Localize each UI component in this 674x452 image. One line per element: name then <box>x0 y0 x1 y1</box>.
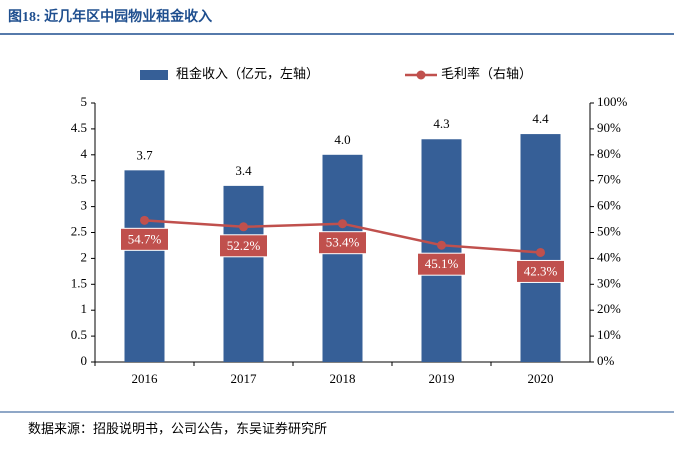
y-tick-label: 0.5 <box>71 327 87 342</box>
y2-tick-label: 30% <box>597 275 621 290</box>
y-tick-label: 1 <box>81 301 88 316</box>
line-marker <box>536 247 545 257</box>
line-value-label: 52.2% <box>227 238 261 253</box>
bar-value-label: 4.4 <box>532 111 549 126</box>
y2-tick-label: 50% <box>597 223 621 238</box>
y-tick-label: 2 <box>81 249 88 264</box>
bar-value-label: 3.7 <box>136 147 153 162</box>
value-label-box <box>516 259 565 283</box>
bar-value-label: 4.0 <box>334 132 350 147</box>
value-label-box <box>318 231 367 255</box>
y2-tick-label: 80% <box>597 146 621 161</box>
y-tick-label: 2.5 <box>71 223 87 238</box>
value-label-box <box>120 227 169 251</box>
line-value-label: 54.7% <box>128 231 162 246</box>
source-note: 数据来源：招股说明书，公司公告，东吴证券研究所 <box>28 421 327 436</box>
y-tick-label: 5 <box>81 94 88 109</box>
y2-tick-label: 10% <box>597 327 621 342</box>
y-tick-label: 4 <box>81 146 88 161</box>
line-marker <box>140 215 149 225</box>
value-label-box <box>417 252 466 276</box>
y2-tick-label: 90% <box>597 120 621 135</box>
y2-tick-label: 40% <box>597 249 621 264</box>
y2-tick-label: 60% <box>597 198 621 213</box>
line-marker <box>239 222 248 232</box>
y2-tick-label: 20% <box>597 301 621 316</box>
y2-tick-label: 70% <box>597 172 621 187</box>
y-tick-label: 3.5 <box>71 172 87 187</box>
bar <box>223 185 264 362</box>
y-tick-label: 1.5 <box>71 275 87 290</box>
line-value-label: 42.3% <box>524 263 558 278</box>
bar-value-label: 3.4 <box>235 163 252 178</box>
legend-marker <box>416 70 426 80</box>
line-marker <box>437 240 446 250</box>
y2-tick-label: 100% <box>597 94 628 109</box>
bar <box>322 154 363 362</box>
chart-title: 图18: 近几年区中园物业租金收入 <box>8 8 212 25</box>
x-tick-label: 2016 <box>132 371 159 386</box>
y-tick-label: 3 <box>81 198 88 213</box>
legend-label: 毛利率（右轴） <box>441 66 532 81</box>
legend-label: 租金收入（亿元，左轴） <box>176 66 319 81</box>
bar-value-label: 4.3 <box>433 116 449 131</box>
x-tick-label: 2017 <box>231 371 258 386</box>
bar <box>421 139 462 362</box>
bar <box>124 170 165 362</box>
y-tick-label: 0 <box>81 353 88 368</box>
y2-tick-label: 0% <box>597 353 615 368</box>
legend-swatch <box>140 70 168 80</box>
line-value-label: 45.1% <box>425 256 459 271</box>
x-tick-label: 2020 <box>528 371 554 386</box>
line-marker <box>338 219 347 229</box>
value-label-box <box>219 234 268 258</box>
line-value-label: 53.4% <box>326 235 360 250</box>
x-tick-label: 2018 <box>330 371 356 386</box>
y-tick-label: 4.5 <box>71 120 87 135</box>
x-tick-label: 2019 <box>429 371 455 386</box>
